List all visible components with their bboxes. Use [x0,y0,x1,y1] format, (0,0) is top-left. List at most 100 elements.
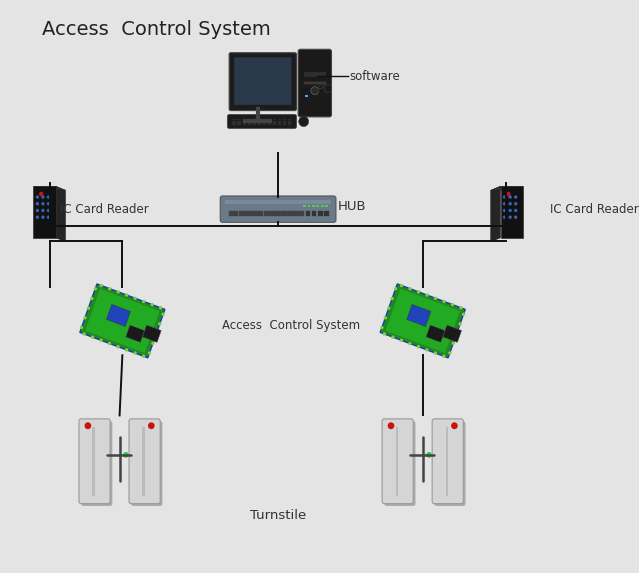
Circle shape [514,215,518,219]
Polygon shape [56,186,66,242]
Bar [305,95,307,97]
Circle shape [47,195,50,199]
Polygon shape [33,186,66,190]
Circle shape [458,322,462,325]
Bar [245,211,248,216]
Circle shape [400,339,403,342]
Polygon shape [85,289,160,353]
Bar [273,119,277,120]
Circle shape [311,87,319,95]
Bar [301,211,304,216]
Bar [93,427,95,496]
FancyBboxPatch shape [432,419,463,504]
Bar [252,119,256,120]
Circle shape [47,209,50,212]
Circle shape [503,195,506,199]
Bar [258,121,261,123]
Bar [235,211,238,216]
FancyBboxPatch shape [220,196,336,222]
Bar [252,121,256,123]
Circle shape [142,355,145,358]
Circle shape [42,215,45,219]
Circle shape [123,452,128,458]
Bar [261,211,263,216]
Circle shape [82,332,86,336]
Bar [282,121,286,123]
Circle shape [158,322,162,325]
Text: IC Card Reader: IC Card Reader [60,203,149,216]
Bar [242,211,245,216]
Circle shape [125,293,128,297]
Bar [142,325,161,343]
Bar [254,211,258,216]
Circle shape [434,296,437,300]
Bar [242,121,247,123]
Circle shape [503,202,506,206]
Circle shape [100,284,103,287]
Bar [248,211,251,216]
Bar [321,205,324,207]
Bar [279,211,282,216]
Circle shape [151,342,155,345]
Circle shape [394,287,397,291]
Circle shape [387,307,390,310]
Bar [277,123,281,125]
Circle shape [87,307,90,310]
FancyBboxPatch shape [131,421,162,506]
Bar [126,325,144,343]
Circle shape [142,300,145,303]
Bar [247,119,251,120]
Circle shape [134,351,137,355]
Bar [306,211,311,216]
Circle shape [417,345,420,348]
Circle shape [298,116,309,127]
Circle shape [93,287,97,291]
Bar [295,211,298,216]
Bar [242,119,247,120]
Bar [407,304,431,327]
Circle shape [509,202,512,206]
FancyBboxPatch shape [129,419,160,504]
Text: HUB: HUB [338,201,367,213]
Circle shape [509,195,512,199]
Circle shape [442,355,445,358]
Bar [251,211,254,216]
Bar [270,211,273,216]
Bar [263,119,266,120]
Circle shape [509,209,512,212]
Bar [263,123,266,125]
Circle shape [426,452,432,458]
Bar [273,123,277,125]
Circle shape [36,202,39,206]
Circle shape [503,215,506,219]
Circle shape [134,296,137,300]
Circle shape [448,351,452,355]
Circle shape [47,215,50,219]
Bar [298,211,301,216]
Bar [238,121,242,123]
Circle shape [36,209,39,212]
Bar [258,211,260,216]
Circle shape [509,215,512,219]
Bar [426,325,445,343]
Bar [292,211,295,216]
Bar [288,119,291,120]
Circle shape [462,312,465,316]
Bar [107,304,130,327]
Circle shape [383,332,386,336]
Bar [273,121,277,123]
FancyBboxPatch shape [81,421,112,506]
Bar [324,211,328,216]
Circle shape [417,290,420,293]
Circle shape [514,195,518,199]
Circle shape [459,306,463,309]
Bar [252,123,256,125]
Circle shape [388,422,394,429]
Circle shape [100,339,103,342]
Bar [229,211,232,216]
Circle shape [108,342,111,346]
Bar [247,121,251,123]
Circle shape [91,335,94,339]
Circle shape [383,316,387,320]
Circle shape [36,215,39,219]
